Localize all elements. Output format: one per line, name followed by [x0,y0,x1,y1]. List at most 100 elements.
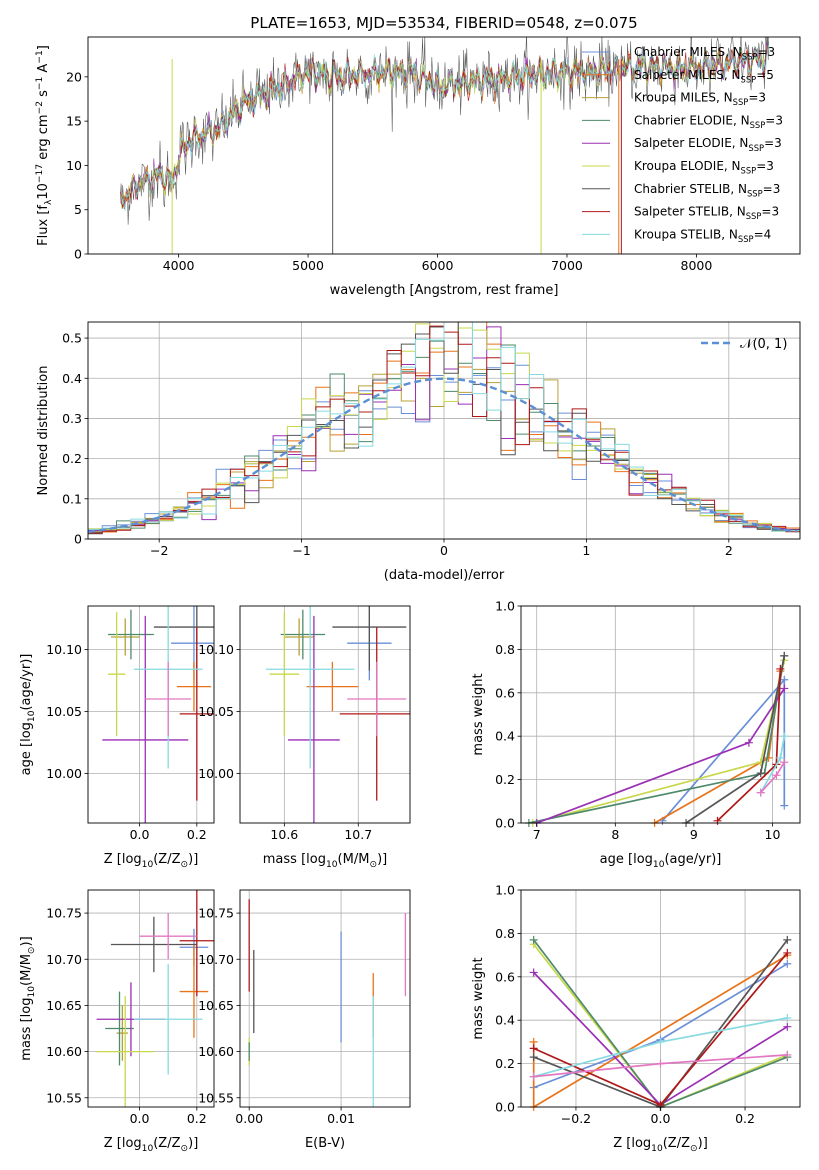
mass-z-ylabel: mass [log10(M/M⊙)] [19,936,37,1060]
age-mass-ytick-label: 10.05 [198,704,234,719]
hist-ytick-label: 0.2 [62,451,82,466]
mass-z-ytick-label: 10.65 [46,998,82,1013]
weight-z-marker-8-1 [656,1059,665,1068]
mass-ebv-ytick-label: 10.65 [198,998,234,1013]
hist-xtick-label: −1 [292,543,310,558]
mass-z-ytick-label: 10.75 [46,906,82,921]
weight-age-xtick-label: 9 [690,827,698,842]
hist-ytick-label: 0.4 [62,371,82,386]
weight-age-marker-0-2 [780,801,789,810]
weight-z-marker-8-0 [529,1072,538,1081]
legend-label-0: Chabrier MILES, NSSP=3 [634,45,775,62]
weight-z-ylabel: mass weight [471,957,486,1039]
hist-ytick-label: 0.1 [62,491,82,506]
weight-z-marker-8-2 [783,1050,792,1059]
weight-age-frame [520,605,801,824]
legend-label-2: Kroupa MILES, NSSP=3 [634,91,766,108]
weight-z-marker-0-2 [783,959,792,968]
mass-ebv-ytick-label: 10.55 [198,1090,234,1105]
mass-z-ytick-label: 10.55 [46,1090,82,1105]
mass-ebv-ytick-label: 10.70 [198,952,234,967]
age-mass-ytick-label: 10.10 [198,642,234,657]
age-z-ytick-label: 10.05 [46,704,82,719]
weight-z-line-1 [532,954,788,1107]
age-z-xlabel: Z [log10(Z/Z⊙)] [104,852,199,870]
spectrum-xlabel: wavelength [Angstrom, rest frame] [330,283,559,298]
weight-age-marker-6-2 [776,664,785,673]
weight-age-xlabel: age [log10(age/yr)] [600,852,722,870]
spectrum-ytick-label: 20 [66,69,82,84]
weight-z-xlabel: Z [log10(Z/Z⊙)] [613,1136,708,1154]
weight-z-ytick-label: 0.0 [495,1100,515,1115]
spectrum-xtick-label: 4000 [163,258,195,273]
weight-age-ytick-label: 0.2 [495,772,515,787]
weight-age-ytick-label: 1.0 [495,599,515,614]
mass-z-xtick-label: 0.0 [130,1111,150,1126]
age-z-ylabel: age [log10(age/yr)] [19,654,37,776]
mass-z-frame [87,889,215,1108]
weight-age-marker-7-1 [776,753,785,762]
legend-label-5: Kroupa ELODIE, NSSP=3 [634,159,774,176]
spectrum-ytick-label: 15 [66,114,82,129]
weight-z-marker-5-0 [529,1053,538,1062]
mass-z-xlabel: Z [log10(Z/Z⊙)] [104,1136,199,1154]
weight-z-xtick-label: −0.2 [561,1111,591,1126]
weight-age-marker-5-2 [780,651,789,660]
spectrum-ylabel: Flux [fλ10−17 erg cm−2 s−1 A−1] [35,45,54,246]
weight-age-marker-4-2 [780,684,789,693]
mass-ebv-ytick-label: 10.60 [198,1044,234,1059]
hist-series-8 [88,322,800,536]
spectrum-title: PLATE=1653, MJD=53534, FIBERID=0548, z=0… [250,14,637,32]
age-z-xtick-label: 0.2 [187,827,207,842]
weight-age-ytick-label: 0.4 [495,729,515,744]
age-mass-xlabel: mass [log10(M/M⊙)] [263,852,387,870]
age-mass-xtick-label: 10.7 [344,827,372,842]
hist-series-2 [88,322,800,533]
spectrum-ytick-label: 0 [74,247,82,262]
weight-age-marker-8-1 [772,771,781,780]
hist-xtick-label: 2 [725,543,733,558]
age-z-xtick-label: 0.0 [130,827,150,842]
age-z-ytick-label: 10.00 [46,766,82,781]
weight-z-line-3 [533,939,788,1107]
hist-ylabel: Normed distribution [36,366,51,496]
age-mass-frame [239,605,411,824]
weight-age-marker-8-2 [780,758,789,767]
weight-age-line-1 [654,670,782,823]
hist-xtick-label: 1 [582,543,590,558]
weight-z-marker-6-2 [783,948,792,957]
age-z-ytick-label: 10.10 [46,642,82,657]
hist-ytick-label: 0.3 [62,411,82,426]
weight-age-ytick-label: 0.6 [495,685,515,700]
spectrum-xtick-label: 5000 [292,258,324,273]
mass-ebv-xtick-label: 0.01 [327,1111,355,1126]
spectrum-ytick-label: 5 [74,202,82,217]
weight-z-line-5 [533,939,788,1107]
weight-z-xtick-label: 0.0 [651,1111,671,1126]
legend-label-4: Salpeter ELODIE, NSSP=3 [634,136,782,153]
weight-age-marker-5-1 [756,769,765,778]
weight-z-ytick-label: 0.6 [495,969,515,984]
mass-ebv-frame [239,889,411,1108]
weight-z-frame [520,889,801,1108]
weight-age-xtick-label: 7 [533,827,541,842]
legend-normal-label: 𝒩(0, 1) [740,337,787,352]
weight-age-ytick-label: 0.0 [495,816,515,831]
age-z-frame [87,605,215,824]
spectrum-series-7 [120,45,770,208]
legend-label-6: Chabrier STELIB, NSSP=3 [634,182,780,199]
mass-ebv-xlabel: E(B-V) [305,1136,345,1151]
legend-label-7: Salpeter STELIB, NSSP=3 [634,205,779,222]
weight-age-ylabel: mass weight [471,673,486,755]
weight-z-marker-5-2 [783,935,792,944]
legend-label-8: Kroupa STELIB, NSSP=4 [634,227,771,244]
weight-age-marker-7-2 [780,732,789,741]
hist-frame [87,321,801,540]
weight-z-marker-3-0 [529,935,538,944]
legend-label-1: Salpeter MILES, NSSP=5 [634,68,774,85]
hist-ytick-label: 0 [74,532,82,547]
mass-ebv-xtick-label: 0.00 [235,1111,263,1126]
weight-z-ytick-label: 0.4 [495,1013,515,1028]
weight-z-line-2 [533,943,788,1107]
